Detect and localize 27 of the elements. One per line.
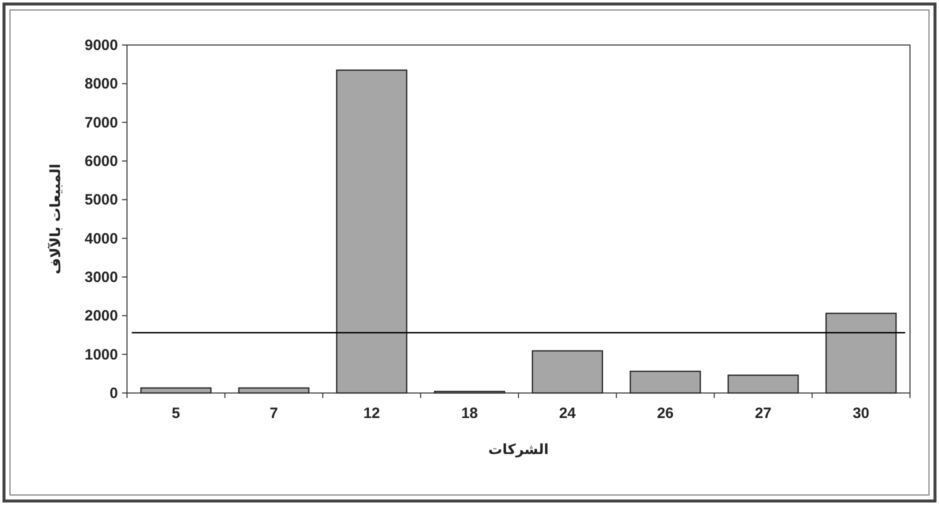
y-tick-label: 4000 bbox=[84, 230, 118, 248]
y-tick-label: 1000 bbox=[84, 346, 118, 364]
y-tick-label: 0 bbox=[110, 385, 118, 402]
x-tick-label: 7 bbox=[270, 405, 278, 422]
y-tick-label: 9000 bbox=[84, 37, 118, 54]
y-tick-label: 3000 bbox=[84, 269, 118, 286]
x-tick-label: 26 bbox=[656, 405, 674, 422]
y-tick-label: 7000 bbox=[84, 114, 118, 132]
bar bbox=[630, 370, 701, 394]
y-tick-label: 5000 bbox=[84, 192, 118, 209]
x-tick-label: 5 bbox=[172, 405, 180, 422]
x-tick-label: 30 bbox=[852, 405, 870, 422]
x-axis-title: الشركات bbox=[488, 442, 549, 458]
bar bbox=[825, 312, 897, 394]
x-tick-label: 27 bbox=[754, 405, 772, 422]
x-tick-label: 24 bbox=[559, 405, 576, 422]
x-tick-label: 12 bbox=[363, 405, 380, 422]
y-tick-label: 8000 bbox=[84, 76, 118, 93]
x-tick-label: 18 bbox=[461, 405, 478, 422]
bar bbox=[140, 387, 212, 394]
y-tick-label: 2000 bbox=[84, 308, 118, 325]
bar bbox=[238, 387, 310, 394]
bar bbox=[728, 374, 799, 394]
y-axis-title: المبيعات بالآلاف bbox=[47, 164, 64, 274]
y-tick-label: 6000 bbox=[84, 153, 118, 170]
bar bbox=[336, 70, 408, 394]
bar bbox=[532, 350, 604, 394]
